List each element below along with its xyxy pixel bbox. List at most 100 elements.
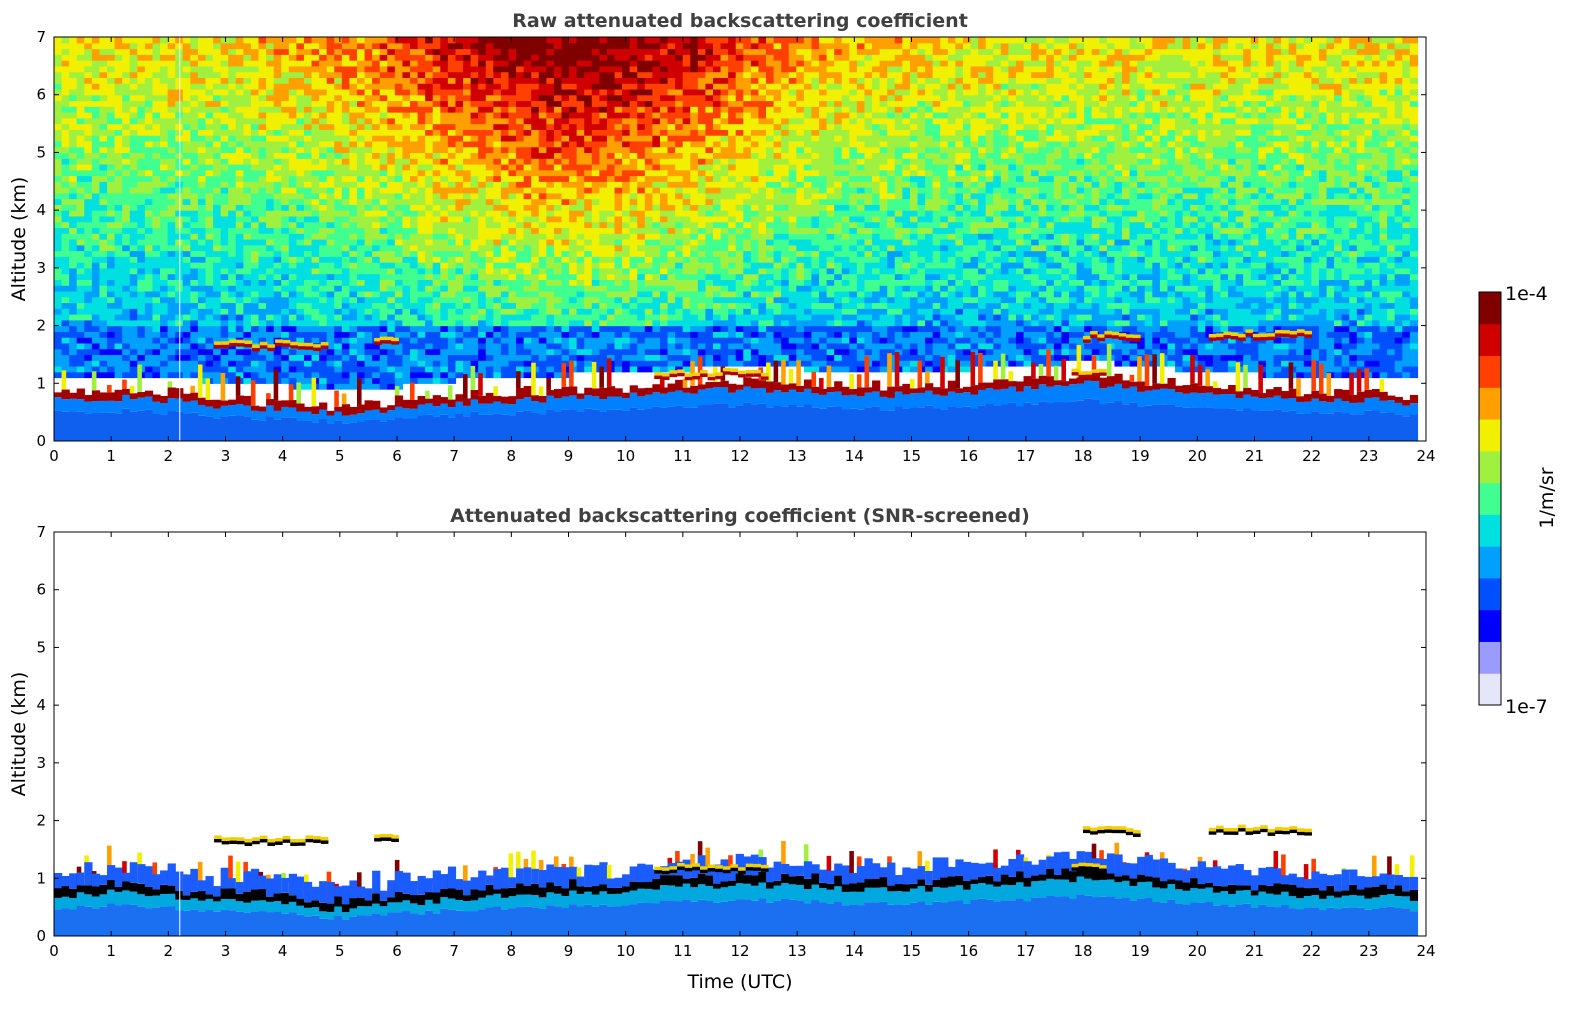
noise-cell bbox=[417, 377, 426, 384]
noise-cell bbox=[394, 71, 404, 78]
noise-cell bbox=[76, 187, 85, 194]
noise-cell bbox=[137, 348, 146, 356]
noise-cell bbox=[394, 215, 404, 223]
noise-cell bbox=[54, 65, 63, 73]
noise-cell bbox=[493, 308, 502, 315]
noise-cell bbox=[379, 152, 388, 159]
noise-cell bbox=[303, 262, 313, 269]
noise-cell bbox=[629, 279, 638, 286]
noise-cell bbox=[84, 100, 93, 107]
noise-cell bbox=[160, 117, 169, 125]
noise-cell bbox=[569, 279, 578, 286]
noise-cell bbox=[228, 377, 237, 384]
noise-cell bbox=[591, 112, 601, 119]
noise-cell bbox=[167, 71, 176, 78]
noise-cell bbox=[599, 239, 608, 246]
noise-cell bbox=[182, 37, 191, 44]
noise-cell bbox=[500, 71, 510, 78]
noise-cell bbox=[372, 198, 381, 205]
noise-cell bbox=[652, 54, 661, 61]
noise-cell bbox=[652, 221, 661, 229]
noise-cell bbox=[402, 169, 411, 177]
noise-cell bbox=[682, 42, 691, 50]
noise-cell bbox=[107, 54, 116, 61]
noise-cell bbox=[326, 354, 335, 361]
noise-cell bbox=[553, 169, 563, 177]
noise-cell bbox=[591, 308, 601, 315]
noise-cell bbox=[266, 123, 275, 130]
noise-cell bbox=[447, 314, 457, 321]
noise-cell bbox=[356, 94, 366, 102]
noise-cell bbox=[622, 360, 631, 367]
noise-cell bbox=[394, 314, 404, 321]
noise-cell bbox=[591, 169, 601, 177]
noise-cell bbox=[364, 152, 373, 159]
noise-cell bbox=[493, 239, 502, 246]
noise-cell bbox=[182, 198, 191, 205]
noise-cell bbox=[228, 290, 237, 298]
noise-cell bbox=[372, 285, 381, 292]
noise-cell bbox=[561, 227, 570, 234]
noise-cell bbox=[144, 94, 154, 102]
noise-cell bbox=[296, 152, 305, 159]
noise-cell bbox=[228, 88, 237, 96]
noise-cell bbox=[91, 181, 101, 188]
noise-cell bbox=[137, 112, 146, 119]
noise-cell bbox=[667, 365, 676, 373]
noise-cell bbox=[417, 117, 426, 125]
noise-cell bbox=[493, 250, 502, 257]
noise-cell bbox=[107, 371, 116, 379]
noise-cell bbox=[455, 187, 464, 194]
noise-cell bbox=[326, 77, 335, 84]
noise-cell bbox=[584, 296, 593, 304]
noise-cell bbox=[341, 227, 351, 234]
noise-cell bbox=[432, 146, 441, 154]
noise-cell bbox=[364, 77, 373, 84]
noise-cell bbox=[629, 365, 638, 373]
noise-cell bbox=[569, 210, 578, 217]
noise-cell bbox=[538, 365, 547, 373]
noise-cell bbox=[76, 325, 85, 332]
noise-cell bbox=[288, 192, 298, 200]
noise-cell bbox=[478, 273, 487, 280]
noise-cell bbox=[273, 296, 282, 304]
noise-cell bbox=[675, 227, 684, 234]
noise-cell bbox=[622, 279, 631, 286]
noise-cell bbox=[114, 331, 123, 338]
noise-cell bbox=[652, 360, 661, 367]
noise-cell bbox=[167, 290, 176, 298]
noise-cell bbox=[538, 233, 547, 240]
noise-cell bbox=[523, 256, 532, 263]
noise-cell bbox=[659, 140, 669, 148]
noise-cell bbox=[107, 123, 116, 130]
noise-cell bbox=[508, 77, 517, 84]
noise-cell bbox=[516, 112, 525, 119]
noise-cell bbox=[440, 112, 449, 119]
noise-cell bbox=[455, 42, 464, 50]
noise-cell bbox=[364, 285, 373, 292]
noise-cell bbox=[303, 348, 313, 356]
noise-cell bbox=[682, 314, 691, 321]
noise-cell bbox=[69, 314, 78, 321]
noise-cell bbox=[622, 140, 631, 148]
noise-cell bbox=[235, 233, 245, 240]
noise-cell bbox=[690, 337, 699, 344]
noise-cell bbox=[319, 152, 328, 159]
noise-cell bbox=[69, 42, 78, 50]
noise-cell bbox=[387, 54, 396, 61]
noise-cell bbox=[197, 146, 207, 154]
noise-cell bbox=[250, 331, 260, 338]
noise-cell bbox=[129, 112, 138, 119]
noise-cell bbox=[644, 325, 654, 332]
noise-cell bbox=[197, 192, 207, 200]
noise-cell bbox=[144, 250, 154, 257]
noise-cell bbox=[606, 233, 616, 240]
noise-cell bbox=[54, 106, 63, 113]
noise-cell bbox=[341, 296, 351, 304]
noise-cell bbox=[243, 88, 252, 96]
noise-cell bbox=[667, 302, 676, 309]
noise-cell bbox=[425, 296, 434, 304]
noise-cell bbox=[470, 227, 479, 234]
noise-cell bbox=[508, 296, 517, 304]
noise-cell bbox=[463, 71, 472, 78]
